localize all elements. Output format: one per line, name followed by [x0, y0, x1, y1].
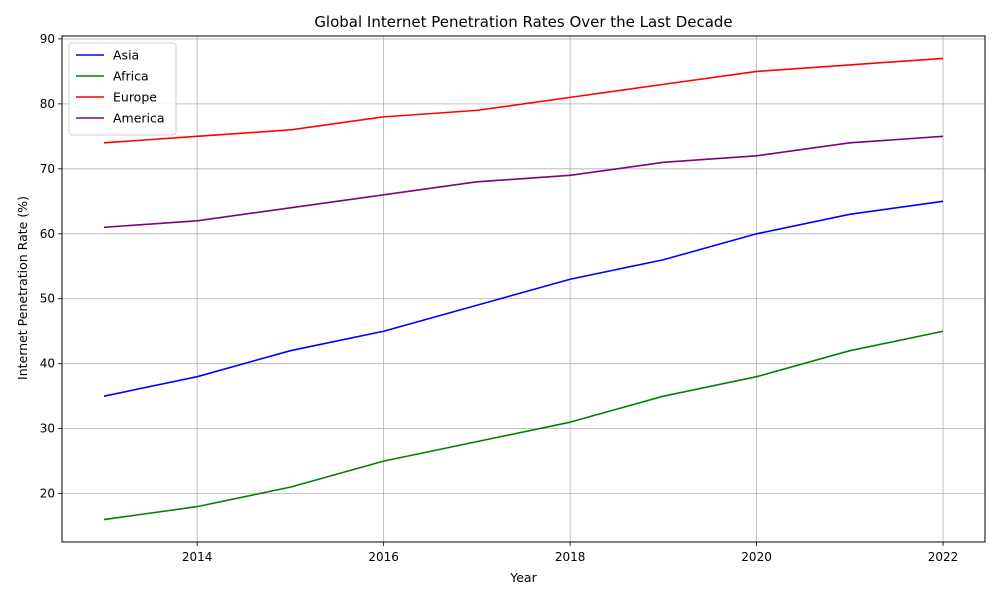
legend-label: Asia [113, 48, 139, 63]
legend-label: Africa [113, 69, 149, 84]
y-tick-label: 60 [40, 227, 55, 241]
x-tick-label: 2014 [182, 550, 213, 564]
series-line-europe [103, 57, 944, 144]
x-axis-label: Year [509, 570, 537, 585]
chart-title: Global Internet Penetration Rates Over t… [314, 13, 732, 31]
x-tick-label: 2016 [368, 550, 399, 564]
legend-box [68, 42, 177, 136]
x-tick-label: 2020 [741, 550, 772, 564]
series-line-africa [103, 330, 944, 521]
y-tick-label: 30 [40, 422, 55, 436]
legend-label: Europe [113, 90, 157, 105]
x-tick-label: 2022 [928, 550, 959, 564]
y-tick-label: 20 [40, 487, 55, 501]
y-tick-label: 80 [40, 97, 55, 111]
plot-area-frame [61, 35, 986, 543]
series-lines [103, 57, 944, 521]
x-axis-ticks: 2014 2016 2018 2020 2022 [182, 542, 958, 564]
y-axis-ticks: 20 30 40 50 60 70 80 90 [40, 32, 62, 501]
y-tick-label: 50 [40, 292, 55, 306]
legend: Asia Africa Europe America [68, 42, 177, 136]
y-tick-label: 40 [40, 357, 55, 371]
y-axis-label: Internet Penetration Rate (%) [15, 196, 30, 380]
series-line-america [103, 135, 944, 229]
gridlines [62, 36, 985, 542]
legend-label: America [113, 111, 165, 126]
y-tick-label: 70 [40, 162, 55, 176]
x-tick-label: 2018 [555, 550, 586, 564]
y-tick-label: 90 [40, 32, 55, 46]
series-line-asia [103, 200, 944, 397]
